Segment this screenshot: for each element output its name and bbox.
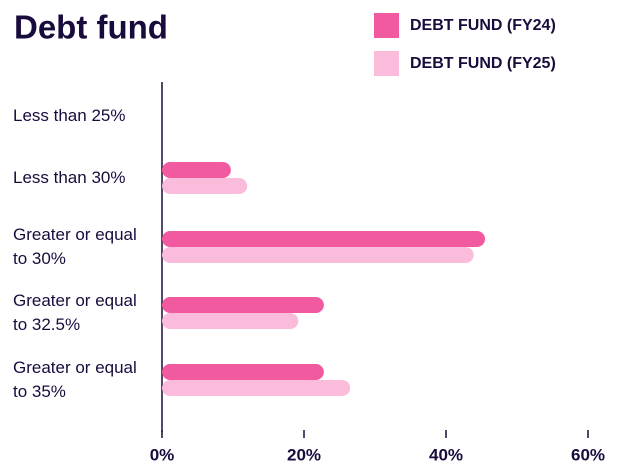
y-tick-label: Greater or equal to 32.5% <box>13 291 137 334</box>
chart-title: Debt fund <box>14 9 168 46</box>
bar <box>162 247 474 263</box>
bar <box>162 178 248 194</box>
bar <box>162 313 299 329</box>
y-tick-label: Less than 25% <box>13 106 126 125</box>
x-tick-label: 40% <box>429 445 463 464</box>
bar <box>162 231 486 247</box>
bar <box>162 162 231 178</box>
legend-swatch <box>374 51 399 76</box>
legend-swatch <box>374 13 399 38</box>
legend-label: DEBT FUND (FY25) <box>410 55 556 72</box>
bar <box>162 380 351 396</box>
y-tick-label: Less than 30% <box>13 168 126 187</box>
bar <box>162 364 324 380</box>
y-tick-label: Greater or equal to 35% <box>13 358 137 401</box>
y-tick-label: Greater or equal to 30% <box>13 225 137 268</box>
x-tick-label: 60% <box>571 445 605 464</box>
x-tick-label: 0% <box>150 445 175 464</box>
x-tick-label: 20% <box>287 445 321 464</box>
legend-label: DEBT FUND (FY24) <box>410 17 556 34</box>
bar <box>162 297 324 313</box>
